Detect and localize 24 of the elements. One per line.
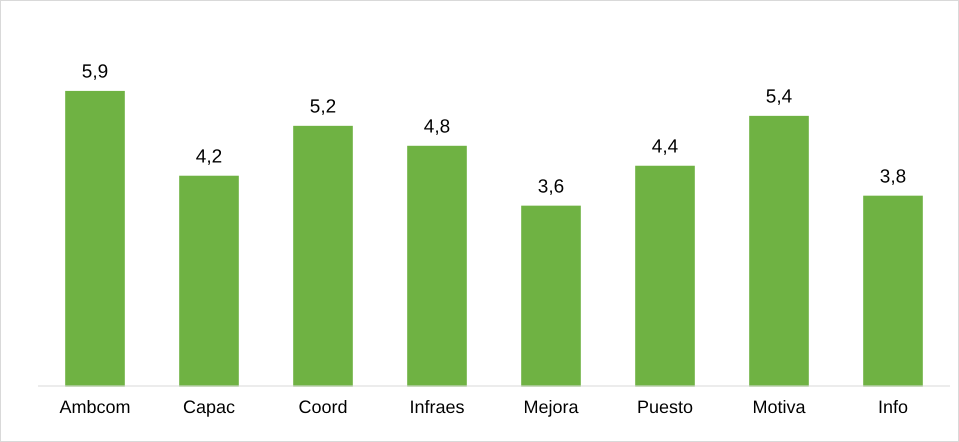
x-tick-label: Puesto [636,396,694,417]
data-label: 5,9 [82,62,108,83]
bar [293,126,353,387]
data-label: 5,4 [766,86,793,108]
data-label: 4,8 [424,116,450,138]
x-tick-label: Ambcom [59,396,131,417]
x-tick-label: Infraes [409,396,465,417]
x-tick-label: Mejora [523,396,580,417]
bar [179,176,239,387]
x-tick-label: Info [878,396,908,417]
bar [749,116,809,387]
data-label: 4,4 [652,136,679,158]
bar [65,90,125,387]
data-label: 5,2 [310,96,336,118]
x-tick-label: Capac [182,396,236,417]
x-tick-label: Motiva [752,396,806,417]
data-label: 3,6 [538,176,564,198]
data-label: 3,8 [880,166,906,188]
bar [635,166,695,387]
bar [407,146,467,387]
x-tick-label: Coord [298,396,348,417]
data-label: 4,2 [196,146,222,168]
bar [521,206,581,387]
bar [863,196,923,387]
